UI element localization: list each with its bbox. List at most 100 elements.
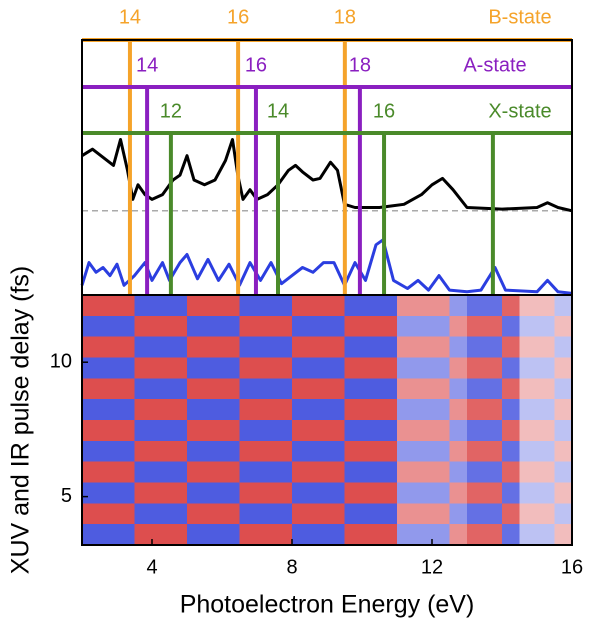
heatmap-cell xyxy=(327,440,345,463)
heatmap-cell xyxy=(239,357,258,379)
heatmap-cell xyxy=(82,295,100,317)
heatmap-cell xyxy=(309,295,328,317)
heatmap-cell xyxy=(327,482,345,504)
heatmap-cell xyxy=(537,461,555,483)
heatmap-cell xyxy=(309,315,328,338)
heatmap-cell xyxy=(379,482,398,504)
heatmap-cell xyxy=(327,295,345,317)
heatmap-cell xyxy=(169,461,188,483)
heatmap-cell xyxy=(239,482,258,504)
heatmap-cell xyxy=(257,482,275,504)
heatmap-cell xyxy=(134,315,153,338)
heatmap-cell xyxy=(554,440,573,463)
heatmap xyxy=(82,295,573,546)
heatmap-cell xyxy=(467,461,485,483)
heatmap-cell xyxy=(134,482,153,504)
heatmap-cell xyxy=(204,503,223,525)
heatmap-cell xyxy=(327,336,345,358)
heatmap-cell xyxy=(169,399,188,421)
heatmap-cell xyxy=(239,524,258,546)
heatmap-cell xyxy=(309,399,328,421)
heatmap-cell xyxy=(117,399,135,421)
x-tick-label: 16 xyxy=(561,556,583,578)
heatmap-cell xyxy=(554,399,573,421)
heatmap-cell xyxy=(152,482,170,504)
heatmap-cell xyxy=(397,461,415,483)
heatmap-cell xyxy=(134,336,153,358)
heatmap-cell xyxy=(187,420,205,442)
state-line-label: 12 xyxy=(160,100,182,122)
heatmap-cell xyxy=(292,503,310,525)
heatmap-cell xyxy=(204,440,223,463)
heatmap-cell xyxy=(222,482,240,504)
heatmap-cell xyxy=(467,524,485,546)
heatmap-cell xyxy=(152,461,170,483)
heatmap-cell xyxy=(537,315,555,338)
heatmap-cell xyxy=(82,524,100,546)
heatmap-cell xyxy=(117,295,135,317)
heatmap-cell xyxy=(99,440,118,463)
heatmap-cell xyxy=(519,461,538,483)
heatmap-cell xyxy=(239,420,258,442)
heatmap-cell xyxy=(134,295,153,317)
heatmap-cell xyxy=(327,524,345,546)
state-line-label: 14 xyxy=(119,6,141,28)
heatmap-cell xyxy=(414,524,433,546)
heatmap-cell xyxy=(449,440,468,463)
heatmap-cell xyxy=(134,461,153,483)
heatmap-cell xyxy=(309,482,328,504)
heatmap-cell xyxy=(169,420,188,442)
heatmap-cell xyxy=(99,315,118,338)
heatmap-cell xyxy=(152,336,170,358)
heatmap-cell xyxy=(502,440,520,463)
heatmap-cell xyxy=(99,482,118,504)
heatmap-cell xyxy=(134,420,153,442)
heatmap-cell xyxy=(484,315,503,338)
heatmap-cell xyxy=(344,399,363,421)
heatmap-cell xyxy=(414,482,433,504)
heatmap-cell xyxy=(239,378,258,400)
heatmap-cell xyxy=(519,420,538,442)
heatmap-cell xyxy=(152,440,170,463)
heatmap-cell xyxy=(134,503,153,525)
heatmap-cell xyxy=(309,336,328,358)
heatmap-cell xyxy=(292,440,310,463)
heatmap-cell xyxy=(554,461,573,483)
heatmap-cell xyxy=(484,378,503,400)
heatmap-cell xyxy=(554,295,573,317)
heatmap-cell xyxy=(152,420,170,442)
heatmap-cell xyxy=(519,315,538,338)
heatmap-cell xyxy=(449,378,468,400)
heatmap-cell xyxy=(362,461,380,483)
heatmap-cell xyxy=(292,420,310,442)
heatmap-cell xyxy=(397,315,415,338)
heatmap-cell xyxy=(204,378,223,400)
heatmap-cell xyxy=(82,420,100,442)
heatmap-cell xyxy=(309,378,328,400)
x-tick-label: 4 xyxy=(146,556,157,578)
heatmap-cell xyxy=(327,503,345,525)
heatmap-cell xyxy=(414,461,433,483)
heatmap-cell xyxy=(537,503,555,525)
heatmap-cell xyxy=(432,503,450,525)
heatmap-cell xyxy=(134,524,153,546)
heatmap-cell xyxy=(432,315,450,338)
heatmap-cell xyxy=(502,524,520,546)
heatmap-cell xyxy=(204,315,223,338)
heatmap-cell xyxy=(257,503,275,525)
heatmap-cell xyxy=(257,524,275,546)
heatmap-cell xyxy=(344,440,363,463)
heatmap-cell xyxy=(484,461,503,483)
heatmap-cell xyxy=(414,357,433,379)
heatmap-cell xyxy=(152,378,170,400)
heatmap-cell xyxy=(169,315,188,338)
heatmap-cell xyxy=(222,420,240,442)
heatmap-cell xyxy=(414,440,433,463)
heatmap-cell xyxy=(169,440,188,463)
heatmap-cell xyxy=(274,503,293,525)
state-line-label: 16 xyxy=(245,54,267,76)
heatmap-cell xyxy=(82,315,100,338)
heatmap-cell xyxy=(99,378,118,400)
